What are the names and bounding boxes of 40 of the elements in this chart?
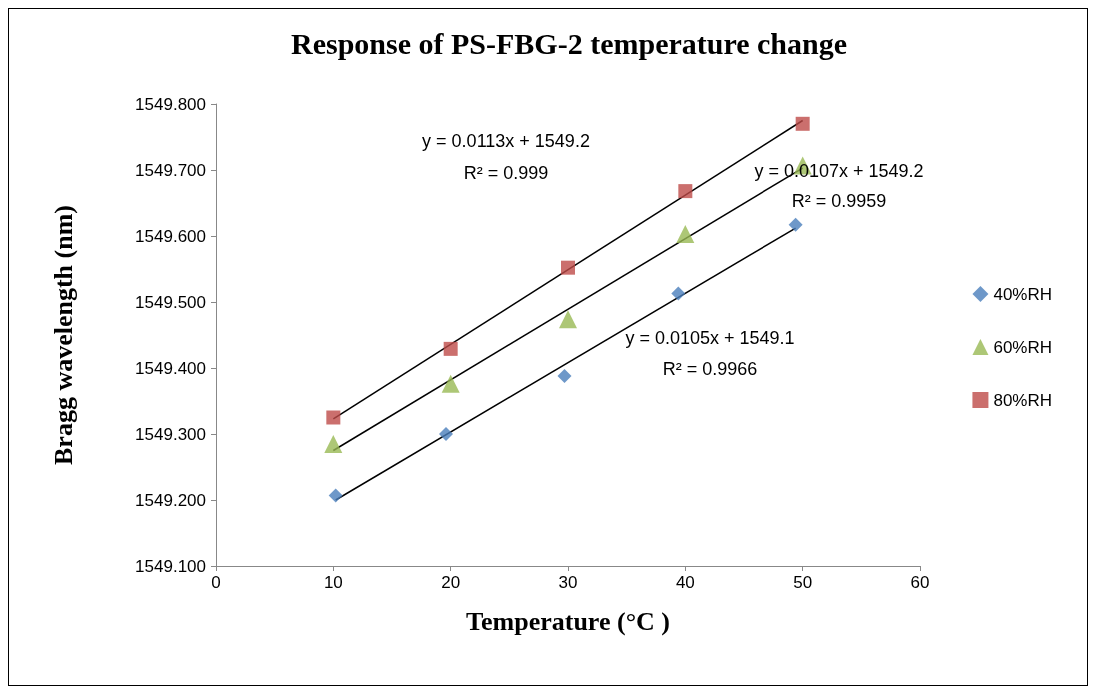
y-tick-label: 1549.800 [135, 94, 206, 114]
point [678, 184, 693, 199]
legend-label: 80%RH [993, 390, 1053, 410]
y-tick-label: 1549.500 [135, 292, 206, 312]
y-axis-title: Bragg wavelength (nm) [48, 205, 78, 465]
y-tick-label: 1549.200 [135, 490, 206, 510]
x-axis-title: Temperature (°C ) [466, 606, 670, 636]
y-tick-label: 1549.600 [135, 226, 206, 246]
x-tick-label: 10 [323, 573, 343, 592]
point [443, 341, 458, 356]
legend-label: 60%RH [993, 337, 1053, 357]
point [559, 310, 577, 329]
point [795, 116, 810, 131]
annotation: y = 0.0113x + 1549.2 [422, 131, 590, 151]
annotation: y = 0.0105x + 1549.1 [625, 328, 795, 348]
y-tick-label: 1549.700 [135, 160, 206, 180]
point [438, 427, 453, 441]
point [326, 410, 341, 425]
annotation: R² = 0.999 [463, 163, 549, 183]
x-tick-label: 0 [211, 573, 221, 592]
point [788, 217, 803, 232]
x-tick-label: 40 [675, 573, 695, 592]
point [557, 368, 572, 383]
chart-title: Response of PS-FBG-2 temperature change [290, 26, 848, 60]
point [328, 488, 343, 503]
x-tick-label: 30 [558, 573, 578, 592]
y-tick-label: 1549.300 [135, 424, 206, 444]
annotation: R² = 0.9966 [662, 359, 758, 379]
x-tick-label: 20 [441, 573, 461, 592]
point [324, 434, 343, 453]
annotation: R² = 0.9959 [791, 191, 887, 211]
y-tick-label: 1549.100 [135, 556, 206, 576]
point [561, 260, 575, 275]
point [676, 225, 695, 244]
legend-label: 40%RH [993, 284, 1053, 304]
point [441, 374, 460, 393]
x-tick-label: 50 [793, 573, 813, 592]
y-tick-label: 1549.400 [135, 358, 206, 378]
point [671, 286, 686, 301]
x-tick-label: 60 [910, 573, 930, 592]
